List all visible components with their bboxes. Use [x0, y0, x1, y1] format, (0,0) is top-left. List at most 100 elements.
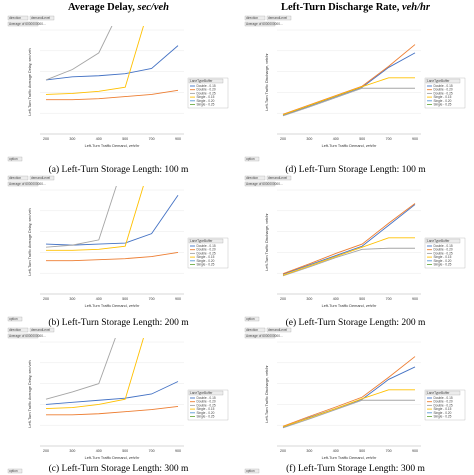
- field-chip-demand[interactable]: demandLevel: [266, 15, 292, 21]
- filter-chip-option[interactable]: option: [244, 468, 260, 474]
- panel-caption-text: (b) Left-Turn Storage Length: 200 m: [48, 318, 189, 328]
- field-chip-direction-label: direction: [246, 328, 258, 332]
- legend-title-chip[interactable]: LaneTypeBuffer: [425, 238, 461, 244]
- series-group: [45, 26, 179, 101]
- field-chip-average[interactable]: Average of 6000000000...: [7, 181, 46, 187]
- x-axis-label-text: Left-Turn Traffic Demand,: [85, 144, 129, 148]
- panel-caption-b: (b) Left-Turn Storage Length: 200 m: [0, 318, 237, 328]
- x-tick-label: 400: [96, 137, 102, 141]
- filter-chip-option-label: option: [9, 157, 18, 161]
- field-chip-direction[interactable]: direction: [244, 175, 266, 181]
- field-chip-average[interactable]: Average of 6000000000...: [7, 333, 46, 339]
- legend-label: Single - 0.20: [197, 259, 215, 263]
- x-tick-label: 500: [359, 297, 365, 301]
- field-chip-demand[interactable]: demandLevel: [29, 175, 55, 181]
- field-chip-direction[interactable]: direction: [244, 15, 266, 21]
- gridlines: [40, 29, 184, 135]
- legend-title-chip[interactable]: LaneTypeBuffer: [188, 238, 224, 244]
- legend-label: Double - 0.20: [434, 88, 453, 92]
- filter-chip-option[interactable]: option: [244, 316, 260, 322]
- panel-caption-text: (f) Left-Turn Storage Length: 300 m: [286, 464, 425, 474]
- x-tick-label: 200: [280, 137, 286, 141]
- field-chip-direction[interactable]: direction: [244, 327, 266, 333]
- field-chip-demand[interactable]: demandLevel: [266, 175, 292, 181]
- field-chip-direction[interactable]: direction: [7, 175, 29, 181]
- filter-chip-option[interactable]: option: [244, 156, 260, 162]
- legend-title: LaneTypeBuffer: [190, 79, 213, 83]
- x-axis-label: Left-Turn Traffic Demand, veh/hr: [322, 304, 377, 308]
- chart-svg-b: direction demandLevel Average of 600000000…: [7, 175, 229, 322]
- chart-svg-d: direction demandLevel Average of 600000000…: [244, 15, 466, 162]
- x-axis-label-text: Left-Turn Traffic Demand,: [322, 456, 366, 460]
- header-left-text: Average Delay,: [68, 2, 138, 13]
- x-tick-label: 900: [175, 449, 181, 453]
- x-tick-label: 200: [43, 297, 49, 301]
- field-chip-demand[interactable]: demandLevel: [29, 327, 55, 333]
- field-chip-demand-label: demandLevel: [31, 16, 50, 20]
- chart-panel-d: direction demandLevel Average of 600000000…: [243, 15, 467, 163]
- field-chip-average-label: Average of 6000000000...: [9, 22, 46, 26]
- x-tick-label: 200: [43, 449, 49, 453]
- x-tick-label: 300: [306, 137, 312, 141]
- legend-title-chip[interactable]: LaneTypeBuffer: [188, 78, 224, 84]
- chart-panel-b: direction demandLevel Average of 600000000…: [6, 175, 230, 323]
- filter-chip-option[interactable]: option: [7, 316, 23, 322]
- x-axis-label: Left-Turn Traffic Demand, veh/hr: [322, 144, 377, 148]
- legend-label: Single - 0.25: [197, 103, 215, 107]
- legend-label: Double - 0.25: [434, 251, 453, 255]
- legend-label: Single - 0.15: [434, 95, 452, 99]
- gridlines: [40, 189, 184, 295]
- filter-chip-option[interactable]: option: [7, 468, 23, 474]
- x-tick-label: 700: [149, 449, 155, 453]
- field-chip-average[interactable]: Average of 6000000000...: [244, 181, 283, 187]
- x-tick-label: 900: [412, 137, 418, 141]
- x-axis-label-text: Left-Turn Traffic Demand,: [85, 304, 129, 308]
- series-line: [282, 366, 416, 428]
- legend-title-chip[interactable]: LaneTypeBuffer: [425, 78, 461, 84]
- field-chip-demand-label: demandLevel: [268, 328, 287, 332]
- field-chip-average[interactable]: Average of 6000000000...: [244, 21, 283, 27]
- x-axis-label-unit: veh/hr: [129, 144, 140, 148]
- legend-label: Double - 0.25: [197, 251, 216, 255]
- filter-chip-option-label: option: [246, 157, 255, 161]
- x-tick-label: 900: [412, 449, 418, 453]
- field-chip-direction[interactable]: direction: [7, 327, 29, 333]
- field-chip-direction[interactable]: direction: [7, 15, 29, 21]
- series-line: [46, 186, 144, 251]
- x-tick-label: 500: [359, 449, 365, 453]
- filter-chip-option-label: option: [9, 317, 18, 321]
- legend-label: Double - 0.25: [197, 403, 216, 407]
- x-tick-label: 500: [122, 137, 128, 141]
- panel-caption-text: (a) Left-Turn Storage Length: 100 m: [48, 165, 189, 175]
- legend-label: Double - 0.25: [434, 91, 453, 95]
- x-tick-label: 300: [69, 449, 75, 453]
- header-right-text: Left-Turn Discharge Rate,: [281, 2, 402, 13]
- field-chip-demand[interactable]: demandLevel: [29, 15, 55, 21]
- legend-label: Single - 0.20: [197, 411, 215, 415]
- x-tick-label: 400: [96, 297, 102, 301]
- y-axis-label: Left-Turn Traffic Discharge, veh/hr: [265, 53, 269, 111]
- field-chip-average[interactable]: Average of 6000000000...: [244, 333, 283, 339]
- field-chip-average-label: Average of 6000000000...: [246, 22, 283, 26]
- legend-label: Single - 0.25: [434, 415, 452, 419]
- field-chip-average[interactable]: Average of 6000000000...: [7, 21, 46, 27]
- legend-label: Double - 0.15: [434, 244, 453, 248]
- legend-label: Double - 0.15: [434, 84, 453, 88]
- legend-label: Double - 0.15: [434, 396, 453, 400]
- legend-title: LaneTypeBuffer: [427, 391, 450, 395]
- legend-label: Single - 0.25: [434, 263, 452, 267]
- x-axis-label-unit: veh/hr: [129, 456, 140, 460]
- series-line: [45, 338, 116, 400]
- legend-title-chip[interactable]: LaneTypeBuffer: [188, 390, 224, 396]
- legend-title-chip[interactable]: LaneTypeBuffer: [425, 390, 461, 396]
- field-chip-demand[interactable]: demandLevel: [266, 327, 292, 333]
- filter-chip-option[interactable]: option: [7, 156, 23, 162]
- x-axis-label-unit: veh/hr: [366, 456, 377, 460]
- gridlines: [277, 29, 421, 135]
- gridlines: [277, 189, 421, 295]
- y-axis-label: Left-Turn Traffic Average Delay, sec/veh: [28, 360, 32, 427]
- panel-caption-f: (f) Left-Turn Storage Length: 300 m: [237, 464, 474, 474]
- series-group: [45, 186, 179, 262]
